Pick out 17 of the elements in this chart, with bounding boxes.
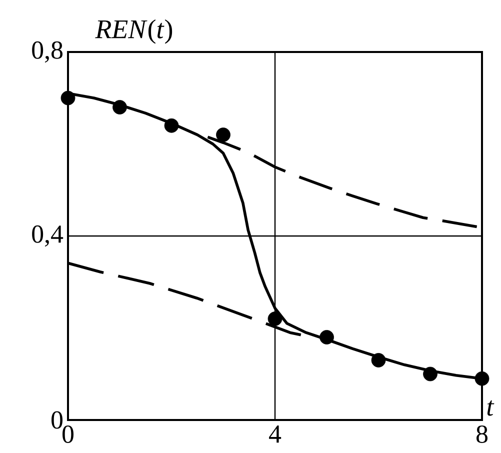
point [423, 366, 438, 382]
point [60, 90, 76, 106]
x-tick-label: 0 [62, 426, 74, 443]
point [164, 118, 179, 133]
point [112, 100, 127, 114]
point [216, 128, 230, 142]
point [371, 353, 386, 368]
point [474, 371, 490, 386]
y-tick-label: 0 [52, 411, 62, 429]
y-tick-label: 0,4 [32, 225, 64, 247]
x-tick-label: 8 [476, 426, 488, 443]
x-axis-title: t [487, 400, 494, 416]
x-tick-label: 4 [269, 426, 282, 443]
point [320, 330, 334, 344]
y-axis-title: REN(t) [95, 19, 172, 44]
point [268, 312, 282, 326]
y-tick-label: 0,8 [32, 41, 62, 63]
